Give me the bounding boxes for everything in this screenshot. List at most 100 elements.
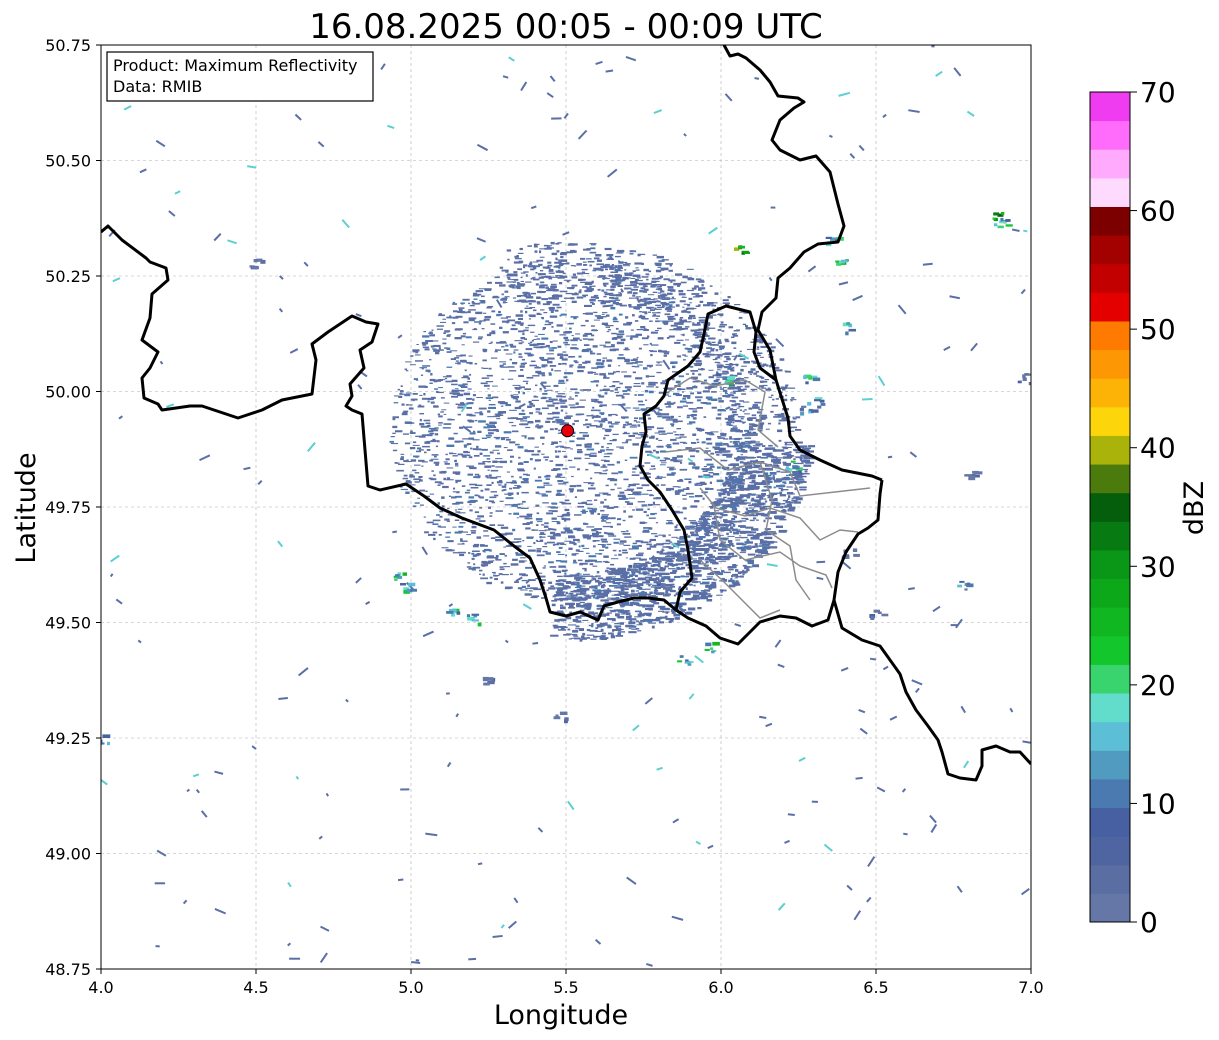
echo-speckle xyxy=(603,589,612,593)
echo-speckle xyxy=(659,350,667,353)
echo-speckle xyxy=(618,550,622,552)
echo-speckle xyxy=(646,489,653,491)
echo-speckle xyxy=(394,462,398,464)
echo-speckle xyxy=(772,449,777,452)
echo-speckle xyxy=(496,429,499,432)
echo-speckle xyxy=(688,316,693,320)
echo-speckle xyxy=(725,421,728,423)
echo-speckle xyxy=(488,342,492,344)
echo-speckle xyxy=(768,531,776,533)
echo-speckle xyxy=(560,405,568,408)
echo-speckle xyxy=(654,561,659,564)
echo-cell xyxy=(660,583,666,587)
echo-speckle xyxy=(753,510,758,513)
echo-speckle xyxy=(548,277,553,280)
echo-speckle xyxy=(688,480,692,484)
echo-speckle xyxy=(478,407,487,410)
echo-speckle xyxy=(617,494,626,498)
echo-speckle xyxy=(583,249,590,251)
echo-speckle xyxy=(585,468,589,471)
echo-cell xyxy=(679,555,685,559)
echo-speckle xyxy=(625,287,632,290)
echo-speckle xyxy=(713,534,719,536)
echo-speckle xyxy=(596,595,605,599)
echo-speckle xyxy=(539,313,542,316)
echo-speckle xyxy=(522,523,530,525)
echo-speckle xyxy=(466,534,471,536)
echo-streak xyxy=(911,679,923,686)
echo-speckle xyxy=(655,320,660,323)
echo-speckle xyxy=(488,404,496,406)
echo-speckle xyxy=(762,546,770,550)
echo-speckle xyxy=(596,259,602,262)
echo-speckle xyxy=(776,504,781,507)
echo-speckle xyxy=(685,277,693,279)
echo-speckle xyxy=(559,501,564,503)
echo-speckle xyxy=(593,635,598,638)
echo-speckle xyxy=(539,250,542,252)
echo-speckle xyxy=(640,591,647,594)
echo-speckle xyxy=(632,274,641,277)
echo-speckle xyxy=(488,406,496,409)
echo-speckle xyxy=(625,359,630,361)
echo-speckle xyxy=(658,288,662,291)
echo-speckle xyxy=(469,432,476,435)
echo-speckle xyxy=(645,607,653,611)
echo-speckle xyxy=(573,637,581,640)
echo-speckle xyxy=(548,272,555,274)
echo-speckle xyxy=(640,287,646,290)
echo-speckle xyxy=(447,549,455,552)
echo-speckle xyxy=(727,387,735,390)
echo-speckle xyxy=(679,433,685,436)
echo-speckle xyxy=(572,629,579,633)
echo-speckle xyxy=(594,472,602,474)
echo-speckle xyxy=(452,471,461,474)
echo-speckle xyxy=(732,409,738,411)
echo-speckle xyxy=(640,620,645,622)
echo-speckle xyxy=(677,328,685,330)
echo-speckle xyxy=(805,461,815,464)
echo-speckle xyxy=(602,525,611,528)
echo-speckle xyxy=(585,419,588,421)
echo-speckle xyxy=(583,273,590,275)
echo-speckle xyxy=(712,302,718,304)
echo-speckle xyxy=(622,426,626,429)
echo-speckle xyxy=(643,566,646,569)
echo-speckle xyxy=(576,438,583,440)
echo-speckle xyxy=(729,441,733,443)
echo-speckle xyxy=(446,520,450,522)
echo-speckle xyxy=(587,507,593,510)
echo-speckle xyxy=(799,486,807,489)
echo-speckle xyxy=(762,505,771,507)
echo-speckle xyxy=(653,313,656,316)
echo-speckle xyxy=(462,542,465,544)
echo-speckle xyxy=(751,509,754,511)
echo-speckle xyxy=(807,456,816,460)
echo-speckle xyxy=(656,543,664,546)
echo-speckle xyxy=(518,330,525,333)
echo-speckle xyxy=(642,581,650,584)
echo-speckle xyxy=(711,406,717,409)
echo-speckle xyxy=(580,605,590,608)
echo-speckle xyxy=(693,581,701,583)
echo-speckle xyxy=(731,581,740,584)
echo-streak xyxy=(257,480,263,485)
echo-speckle xyxy=(712,308,715,311)
echo-speckle xyxy=(699,481,705,484)
echo-speckle xyxy=(577,489,584,492)
echo-speckle xyxy=(674,313,679,317)
echo-speckle xyxy=(684,326,690,328)
echo-speckle xyxy=(650,435,655,439)
echo-speckle xyxy=(536,312,541,315)
echo-streak xyxy=(781,451,792,456)
echo-speckle xyxy=(655,330,659,331)
echo-speckle xyxy=(635,267,639,269)
echo-speckle xyxy=(743,361,750,364)
echo-streak xyxy=(603,531,615,536)
echo-speckle xyxy=(799,458,803,461)
echo-speckle xyxy=(600,449,605,452)
echo-speckle xyxy=(783,419,788,422)
echo-speckle xyxy=(671,472,676,475)
echo-speckle xyxy=(478,336,483,338)
echo-speckle xyxy=(489,524,496,526)
